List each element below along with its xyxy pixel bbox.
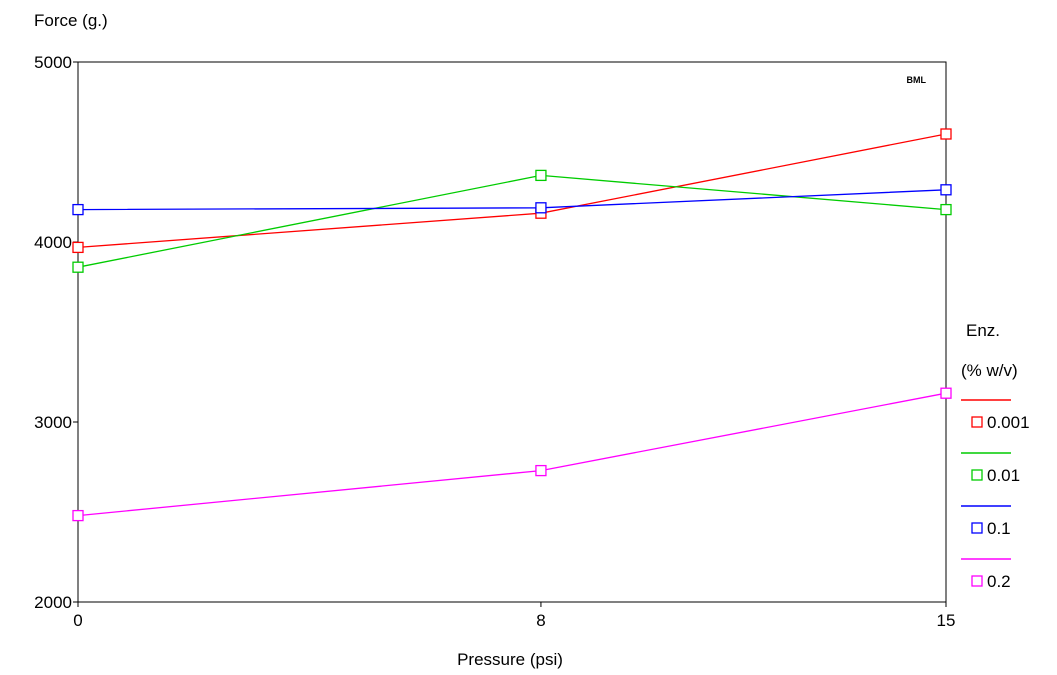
y-tick-label: 5000 <box>34 53 72 72</box>
x-tick-label: 8 <box>536 611 545 630</box>
data-point-0.2 <box>535 464 547 477</box>
data-point-0.1 <box>535 202 547 214</box>
legend-label-0.2: 0.2 <box>987 572 1011 591</box>
legend-marker-0.2 <box>971 575 983 587</box>
data-point-0.001 <box>940 128 952 140</box>
series-line-0.1 <box>77 189 947 211</box>
legend-label-0.001: 0.001 <box>987 413 1030 432</box>
legend-marker-0.01 <box>971 469 983 481</box>
legend-label-0.01: 0.01 <box>987 466 1020 485</box>
series-line-0.01 <box>77 174 947 268</box>
data-point-0.1 <box>940 184 952 196</box>
series-line-0.001 <box>77 133 947 249</box>
legend-marker-0.1 <box>971 522 983 534</box>
data-point-0.01 <box>535 169 547 182</box>
x-tick-label: 0 <box>73 611 82 630</box>
data-point-0.001 <box>72 241 84 254</box>
data-point-0.2 <box>72 509 84 522</box>
plot-area-frame <box>77 61 947 603</box>
legend-label-0.1: 0.1 <box>987 519 1011 538</box>
data-point-0.01 <box>72 261 84 273</box>
data-point-0.2 <box>940 387 952 399</box>
y-tick-label: 4000 <box>34 233 72 252</box>
y-axis-label: Force (g.) <box>34 11 108 30</box>
x-axis-label: Pressure (psi) <box>457 650 563 669</box>
data-point-0.01 <box>940 203 952 216</box>
data-point-0.1 <box>72 203 84 216</box>
legend-title-line2: (% w/v) <box>961 361 1018 380</box>
series-line-0.2 <box>77 392 947 517</box>
corner-mark: BML <box>907 75 927 85</box>
legend-marker-0.001 <box>971 416 983 428</box>
y-tick-label: 3000 <box>34 413 72 432</box>
y-tick-label: 2000 <box>34 593 72 612</box>
legend-title-line1: Enz. <box>966 321 1000 340</box>
x-tick-label: 15 <box>937 611 956 630</box>
